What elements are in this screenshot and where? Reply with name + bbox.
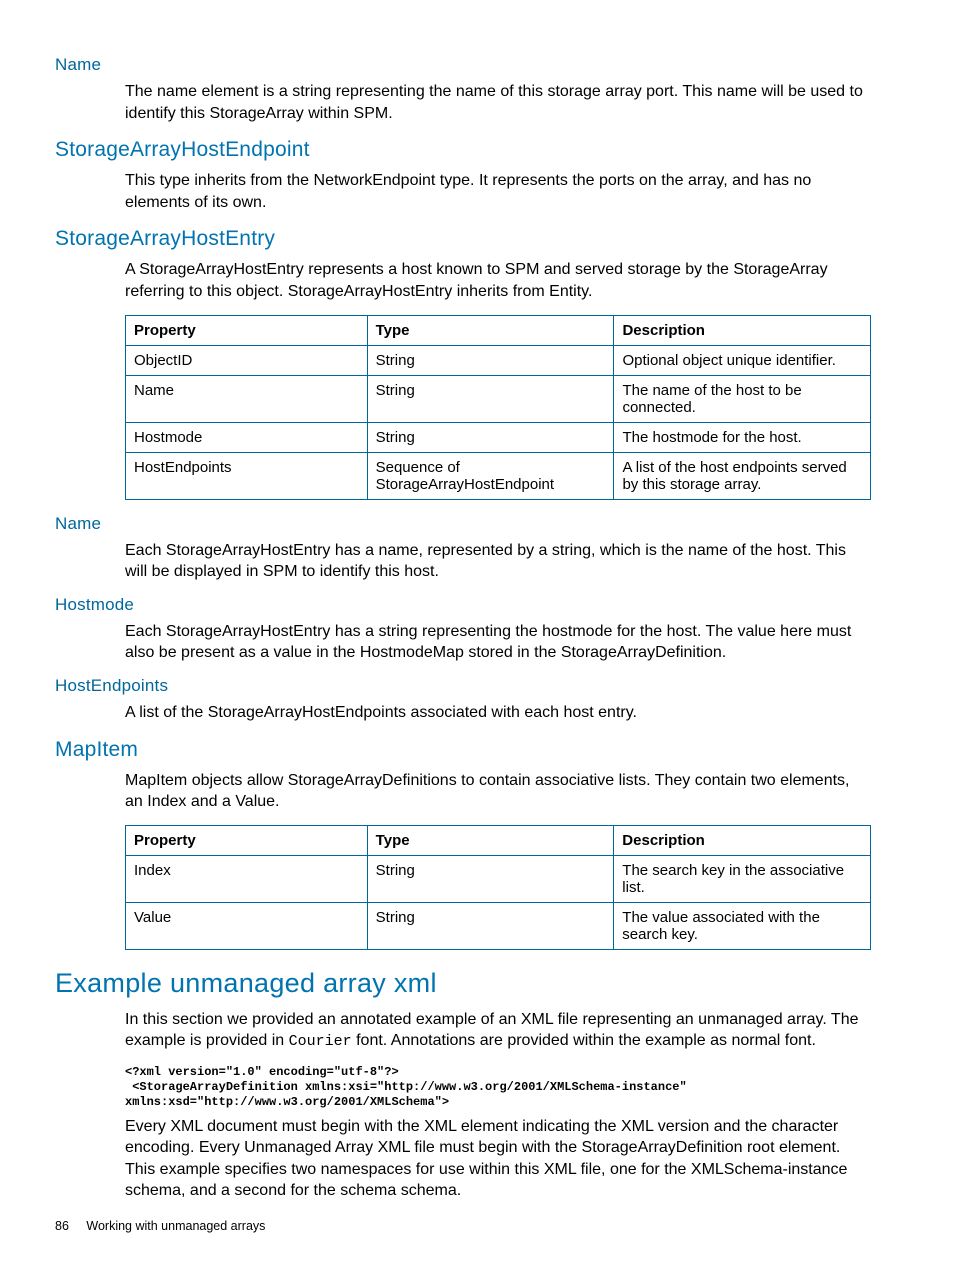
table-cell: String — [367, 345, 614, 375]
body-name: The name element is a string representin… — [125, 81, 869, 124]
body-hostmode: Each StorageArrayHostEntry has a string … — [125, 621, 869, 664]
table-row: IndexStringThe search key in the associa… — [126, 855, 871, 902]
table-mapitem-properties: Property Type Description IndexStringThe… — [125, 825, 871, 950]
body-example-xml-explain: Every XML document must begin with the X… — [125, 1116, 869, 1202]
heading-name: Name — [55, 55, 869, 75]
table1-body: ObjectIDStringOptional object unique ide… — [126, 345, 871, 499]
table-row: ValueStringThe value associated with the… — [126, 902, 871, 949]
th-description: Description — [614, 315, 871, 345]
body-name2: Each StorageArrayHostEntry has a name, r… — [125, 540, 869, 583]
table-cell: HostEndpoints — [126, 452, 368, 499]
body-mapitem: MapItem objects allow StorageArrayDefini… — [125, 770, 869, 813]
th-type: Type — [367, 315, 614, 345]
heading-hostmode: Hostmode — [55, 595, 869, 615]
table2-body: IndexStringThe search key in the associa… — [126, 855, 871, 949]
body-example-xml-intro: In this section we provided an annotated… — [125, 1009, 869, 1053]
table-cell: The hostmode for the host. — [614, 422, 871, 452]
table-cell: String — [367, 375, 614, 422]
heading-hostendpoints: HostEndpoints — [55, 676, 869, 696]
table-hostentry-properties: Property Type Description ObjectIDString… — [125, 315, 871, 500]
table-header-row: Property Type Description — [126, 825, 871, 855]
th-description: Description — [614, 825, 871, 855]
table-cell: Hostmode — [126, 422, 368, 452]
table-row: HostmodeStringThe hostmode for the host. — [126, 422, 871, 452]
table-cell: The name of the host to be connected. — [614, 375, 871, 422]
table-cell: ObjectID — [126, 345, 368, 375]
table-cell: The search key in the associative list. — [614, 855, 871, 902]
th-property: Property — [126, 315, 368, 345]
th-type: Type — [367, 825, 614, 855]
table-cell: String — [367, 902, 614, 949]
table-row: NameStringThe name of the host to be con… — [126, 375, 871, 422]
table-cell: Index — [126, 855, 368, 902]
page-number: 86 — [55, 1219, 69, 1233]
table-cell: The value associated with the search key… — [614, 902, 871, 949]
table-cell: String — [367, 422, 614, 452]
body-storagearrayhostendpoint: This type inherits from the NetworkEndpo… — [125, 170, 869, 213]
table-cell: Sequence of StorageArrayHostEndpoint — [367, 452, 614, 499]
table-header-row: Property Type Description — [126, 315, 871, 345]
table-cell: String — [367, 855, 614, 902]
heading-storagearrayhostentry: StorageArrayHostEntry — [55, 227, 869, 251]
body-storagearrayhostentry: A StorageArrayHostEntry represents a hos… — [125, 259, 869, 302]
table-cell: Value — [126, 902, 368, 949]
th-property: Property — [126, 825, 368, 855]
chapter-title: Working with unmanaged arrays — [86, 1219, 265, 1233]
heading-mapitem: MapItem — [55, 738, 869, 762]
table-cell: Name — [126, 375, 368, 422]
table-row: HostEndpointsSequence of StorageArrayHos… — [126, 452, 871, 499]
heading-storagearrayhostendpoint: StorageArrayHostEndpoint — [55, 138, 869, 162]
heading-name2: Name — [55, 514, 869, 534]
heading-example-xml: Example unmanaged array xml — [55, 968, 869, 999]
table-row: ObjectIDStringOptional object unique ide… — [126, 345, 871, 375]
table-cell: A list of the host endpoints served by t… — [614, 452, 871, 499]
table-cell: Optional object unique identifier. — [614, 345, 871, 375]
code-block-xml: <?xml version="1.0" encoding="utf-8"?> <… — [125, 1065, 869, 1110]
body-hostendpoints: A list of the StorageArrayHostEndpoints … — [125, 702, 869, 724]
inline-code-courier: Courier — [289, 1033, 352, 1050]
page-footer: 86 Working with unmanaged arrays — [55, 1219, 265, 1233]
